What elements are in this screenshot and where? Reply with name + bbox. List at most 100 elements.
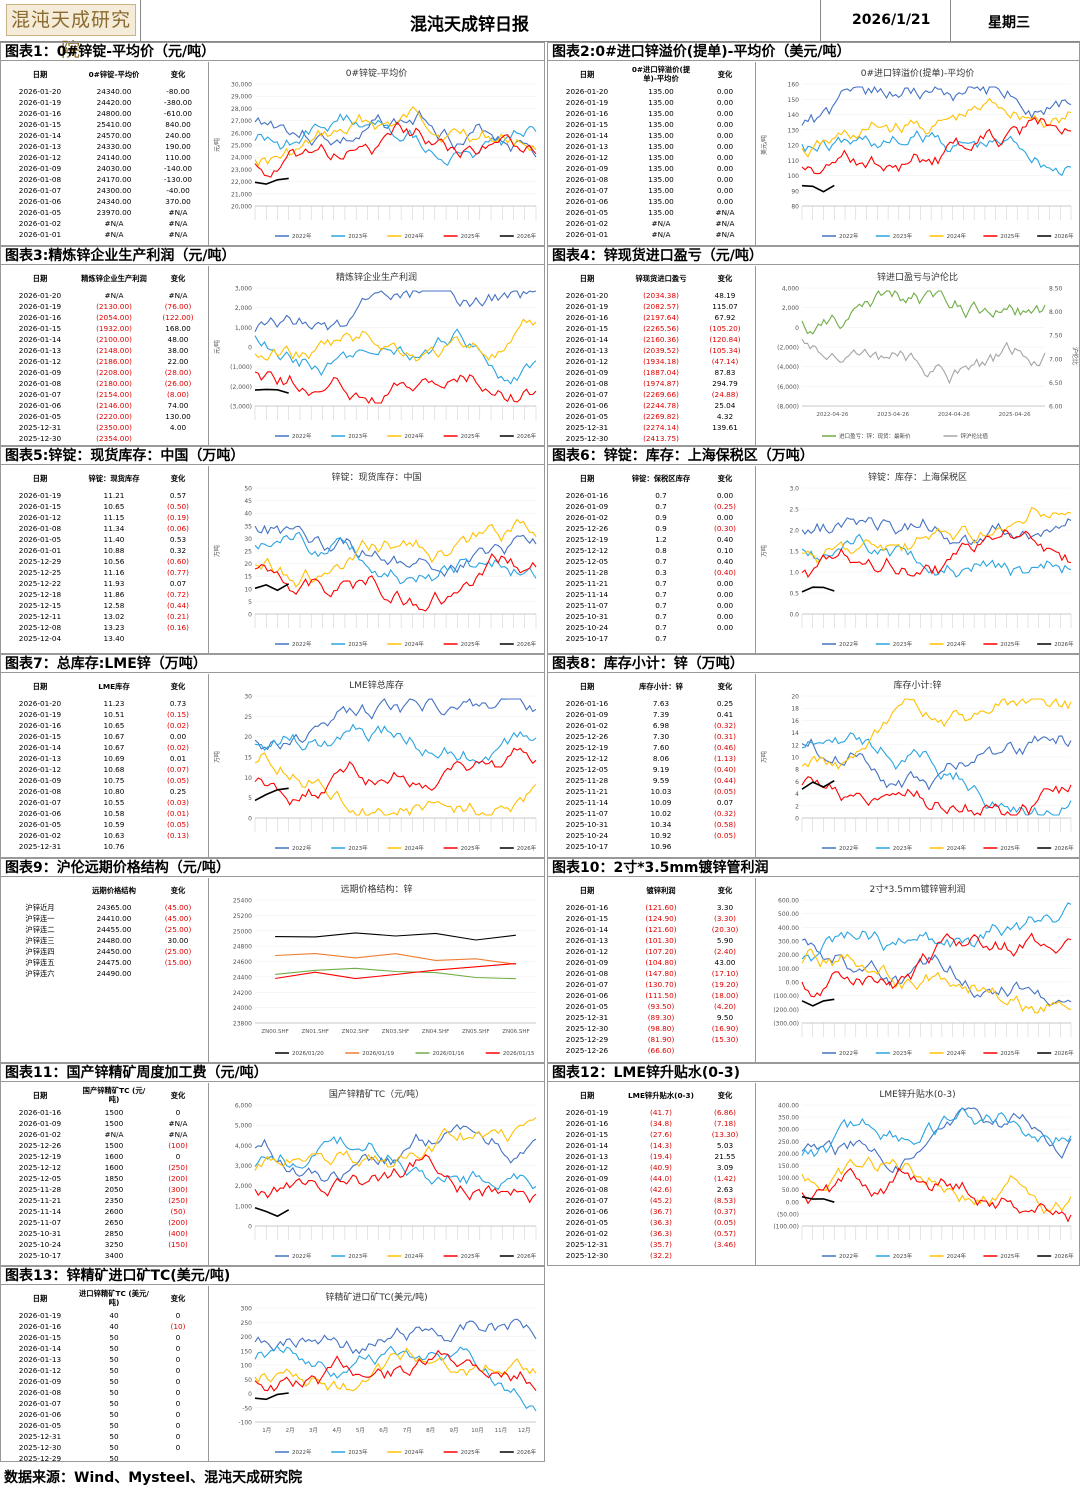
table-row: 2026-01-07 50 0 bbox=[1, 1398, 207, 1409]
table-cell: (0.15) bbox=[167, 710, 189, 719]
table-cell: #N/A bbox=[651, 219, 671, 228]
series-line bbox=[254, 552, 537, 612]
table-cell: 0.00 bbox=[716, 164, 734, 173]
table-row: 2025-12-30 (98.80) (16.90) bbox=[548, 1023, 754, 1034]
company-logo: 混沌天成研究院 bbox=[6, 4, 136, 61]
table-cell: 2026-01-14 bbox=[565, 925, 609, 934]
table-cell: (4.20) bbox=[714, 1002, 736, 1011]
table-row: 2026-01-08 (1974.87) 294.79 bbox=[548, 378, 754, 389]
table-cell: (105.34) bbox=[709, 346, 741, 355]
panel-title: 图表2:0#进口锌溢价(提单)-平均价（美元/吨） bbox=[548, 43, 1079, 61]
table-row: 2026-01-13 (101.30) 5.90 bbox=[548, 935, 754, 946]
table-cell: 0.00 bbox=[716, 579, 734, 588]
table-cell: 2026-01-13 bbox=[565, 936, 609, 945]
table-row: 2026-01-08 24170.00 -130.00 bbox=[1, 174, 207, 185]
table-cell: 2026-01-05 bbox=[18, 208, 62, 217]
chart-title: 锌进口盈亏与沪伦比 bbox=[877, 271, 958, 283]
y-tick-label: 0.0 bbox=[789, 612, 799, 619]
panel-title: 图表13：锌精矿进口矿TC(美元/吨) bbox=[1, 1267, 544, 1285]
table-row: 2026-01-20 24340.00 -80.00 bbox=[1, 86, 207, 97]
table-cell: 2026-01-16 bbox=[18, 109, 62, 118]
table-cell: 0 bbox=[175, 1333, 181, 1342]
table-cell: (2039.52) bbox=[643, 346, 679, 355]
table-cell: (0.77) bbox=[167, 568, 189, 577]
table-cell: (0.01) bbox=[167, 809, 189, 818]
table-cell: 2025-12-31 bbox=[18, 423, 62, 432]
table-cell: 0 bbox=[175, 1421, 181, 1430]
table-cell: 0.41 bbox=[716, 710, 734, 719]
table-cell: 2025-12-04 bbox=[18, 634, 62, 643]
table-cell: (93.50) bbox=[647, 1002, 675, 1011]
table-cell: (2.40) bbox=[714, 947, 736, 956]
table-cell: #N/A bbox=[168, 219, 188, 228]
column-header: 日期 bbox=[32, 69, 48, 79]
table-cell: 50 bbox=[109, 1454, 119, 1463]
table-row: 2025-12-26 (66.60) bbox=[548, 1045, 754, 1056]
y-tick-label: 18 bbox=[791, 706, 799, 713]
table-row: 2026-01-06 135.00 0.00 bbox=[548, 196, 754, 207]
table-cell: 24475.00 bbox=[96, 958, 132, 967]
legend-label: 2025年 bbox=[1000, 844, 1020, 852]
table-cell bbox=[149, 968, 207, 979]
report-title: 混沌天成锌日报 bbox=[410, 15, 529, 35]
y-tick-label: 2,000 bbox=[235, 1183, 252, 1190]
table-cell: 2026-01-15 bbox=[18, 1333, 62, 1342]
table-cell: (0.37) bbox=[714, 1207, 736, 1216]
table-cell: (26.00) bbox=[164, 379, 192, 388]
table-row: 2025-12-15 12.58 (0.44) bbox=[1, 600, 207, 611]
y-tick-label: 30 bbox=[244, 536, 252, 543]
column-header: 变化 bbox=[717, 273, 733, 283]
table-cell: (35.7) bbox=[650, 1240, 672, 1249]
legend-label: 2024年 bbox=[404, 1252, 424, 1260]
y-tick-label: 20 bbox=[244, 561, 252, 568]
column-header: 国产锌精矿TC (元/吨) bbox=[82, 1086, 146, 1104]
table-cell: #N/A bbox=[168, 1119, 188, 1128]
y-tick-label: 100 bbox=[788, 173, 800, 180]
table-row: 2026-01-16 24800.00 -610.00 bbox=[1, 108, 207, 119]
table-cell: 10.67 bbox=[103, 743, 125, 752]
panel-13: 图表13：锌精矿进口矿TC(美元/吨) 日期 进口锌精矿TC (美元/吨) 变化 202… bbox=[0, 1266, 545, 1464]
table-cell: 2026-01-19 bbox=[18, 98, 62, 107]
chart-title: 2寸*3.5mm镀锌管利润 bbox=[869, 883, 965, 895]
table-cell: 2025-11-21 bbox=[565, 579, 609, 588]
table-cell: (2082.57) bbox=[643, 302, 679, 311]
series-line bbox=[801, 780, 835, 790]
table-cell: 2025-11-21 bbox=[18, 1196, 62, 1205]
table-cell: (1974.87) bbox=[643, 379, 679, 388]
table-row: 2026-01-05 23970.00 #N/A bbox=[1, 207, 207, 218]
table-cell: 沪锌连三 bbox=[25, 936, 55, 945]
table-cell bbox=[149, 1453, 207, 1464]
table-cell: 24490.00 bbox=[96, 969, 132, 978]
table-cell: 2850 bbox=[104, 1229, 124, 1238]
table-row: 2025-10-24 3250 (150) bbox=[1, 1239, 207, 1250]
table-cell: (0.40) bbox=[714, 765, 736, 774]
table-cell: 2026-01-20 bbox=[18, 291, 62, 300]
table-cell: 0 bbox=[175, 1432, 181, 1441]
series-line bbox=[801, 902, 1072, 962]
table-cell bbox=[696, 841, 754, 852]
series-line bbox=[801, 697, 1072, 770]
table-row: 2026-01-19 (2082.57) 115.07 bbox=[548, 301, 754, 312]
table-cell: #N/A bbox=[104, 291, 124, 300]
legend-label: 2026/01/19 bbox=[362, 1051, 394, 1057]
panel-title: 图表7：总库存:LME锌（万吨） bbox=[1, 655, 544, 673]
table-cell: 50 bbox=[109, 1333, 119, 1342]
legend-label: 2023年 bbox=[348, 432, 368, 440]
y-tick-label: 300.00 bbox=[778, 939, 799, 946]
panel-title: 图表1：0#锌锭-平均价（元/吨） bbox=[1, 43, 544, 61]
legend-label: 2025年 bbox=[461, 432, 481, 440]
table-cell: 2025-11-28 bbox=[565, 568, 609, 577]
table-cell: 0 bbox=[175, 1108, 181, 1117]
table-cell: 0.10 bbox=[716, 546, 734, 555]
legend-label: 2026/01/16 bbox=[433, 1051, 465, 1057]
y-tick-label: 0 bbox=[248, 345, 252, 352]
table-cell: 0.00 bbox=[716, 98, 734, 107]
table-row: 2026-01-05 (36.3) (0.05) bbox=[548, 1217, 754, 1228]
table-cell: 10.56 bbox=[103, 557, 125, 566]
y-tick-label: 25400 bbox=[233, 898, 252, 905]
y-tick-label: 300.00 bbox=[778, 1127, 799, 1134]
y-tick-label: 140 bbox=[788, 112, 800, 119]
table-cell: 0.00 bbox=[716, 197, 734, 206]
table-cell: (200) bbox=[168, 1174, 188, 1183]
table-cell: 13.23 bbox=[103, 623, 125, 632]
